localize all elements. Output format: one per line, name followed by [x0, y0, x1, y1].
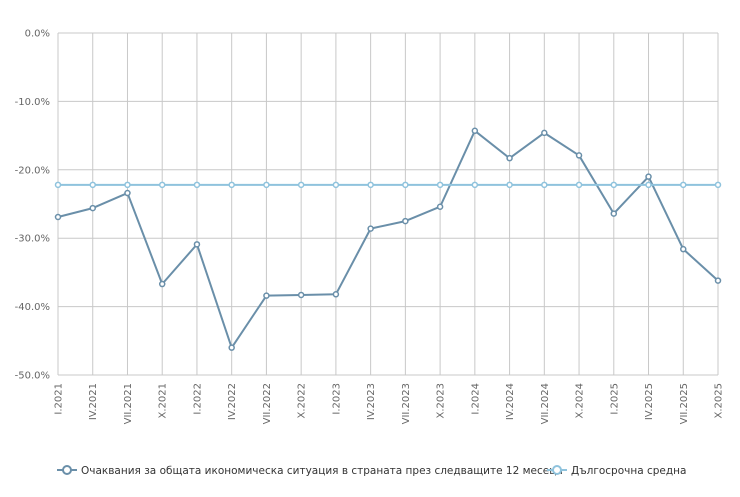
- data-point-expectations[interactable]: [54, 213, 62, 221]
- x-tick-label: IV.2023: [366, 383, 377, 420]
- x-tick-label: VII.2023: [401, 383, 412, 424]
- data-point-expectations[interactable]: [645, 173, 652, 180]
- x-tick-label: IV.2021: [88, 383, 99, 420]
- data-point-long-term-average[interactable]: [680, 181, 687, 189]
- data-point-long-term-average[interactable]: [402, 181, 409, 189]
- data-point-long-term-average[interactable]: [124, 181, 131, 189]
- data-point-long-term-average[interactable]: [332, 181, 340, 189]
- legend-swatch-main-marker: [62, 465, 72, 475]
- data-point-expectations[interactable]: [367, 225, 374, 232]
- x-tick-label: I.2021: [54, 383, 65, 415]
- x-tick-label: VII.2025: [679, 383, 690, 424]
- data-point-long-term-average[interactable]: [228, 181, 235, 189]
- y-tick-label: 0.0%: [25, 29, 50, 40]
- data-point-long-term-average[interactable]: [89, 181, 96, 189]
- data-point-expectations[interactable]: [471, 127, 479, 135]
- y-tick-label: -30.0%: [15, 234, 50, 245]
- data-point-expectations[interactable]: [714, 277, 722, 284]
- series-expectations: [54, 127, 722, 351]
- data-point-long-term-average[interactable]: [610, 181, 618, 189]
- data-point-expectations[interactable]: [228, 344, 235, 351]
- legend-item-main[interactable]: Очаквания за общата икономическа ситуаци…: [57, 465, 563, 477]
- legend-item-longterm[interactable]: Дългосрочна средна: [547, 465, 686, 477]
- data-point-expectations[interactable]: [158, 280, 166, 288]
- series-line-expectations: [57, 129, 719, 349]
- legend-label-main: Очаквания за общата икономическа ситуаци…: [81, 465, 563, 477]
- data-point-long-term-average[interactable]: [54, 181, 62, 189]
- data-point-expectations[interactable]: [193, 241, 201, 248]
- x-tick-label: VII.2022: [262, 383, 273, 424]
- x-tick-label: I.2025: [609, 383, 620, 415]
- data-point-long-term-average[interactable]: [575, 181, 583, 189]
- data-point-expectations[interactable]: [297, 291, 305, 299]
- data-point-long-term-average[interactable]: [193, 181, 201, 189]
- legend-swatch-longterm-marker: [552, 465, 562, 475]
- x-tick-label: I.2024: [470, 383, 481, 415]
- x-tick-label: IV.2024: [505, 383, 516, 420]
- data-point-expectations[interactable]: [506, 154, 513, 162]
- data-point-long-term-average[interactable]: [471, 181, 479, 189]
- x-tick-label: I.2022: [192, 383, 203, 415]
- data-point-long-term-average[interactable]: [541, 181, 548, 189]
- x-tick-label: VII.2024: [540, 383, 551, 424]
- data-point-expectations[interactable]: [436, 203, 444, 210]
- x-tick-label: X.2021: [158, 383, 169, 418]
- x-tick-label: VII.2021: [123, 383, 134, 424]
- data-point-long-term-average[interactable]: [367, 181, 374, 189]
- data-point-long-term-average[interactable]: [714, 181, 722, 189]
- legend-label-longterm: Дългосрочна средна: [571, 465, 686, 477]
- data-point-expectations[interactable]: [680, 245, 687, 253]
- data-point-expectations[interactable]: [575, 152, 583, 159]
- x-tick-label: I.2023: [331, 383, 342, 415]
- y-axis: 0.0% -10.0% -20.0% -30.0% -40.0% -50.0%: [15, 29, 50, 382]
- data-point-expectations[interactable]: [610, 210, 618, 217]
- y-tick-label: -20.0%: [15, 165, 50, 176]
- data-point-expectations[interactable]: [124, 189, 131, 197]
- series-group: [54, 127, 722, 351]
- legend[interactable]: Очаквания за общата икономическа ситуаци…: [57, 465, 686, 477]
- data-point-long-term-average[interactable]: [506, 181, 513, 189]
- data-point-long-term-average[interactable]: [436, 181, 444, 189]
- data-point-long-term-average[interactable]: [158, 181, 166, 189]
- x-axis: I.2021 IV.2021 VII.2021 X.2021 I.2022 IV.2022…: [54, 383, 725, 424]
- y-tick-label: -40.0%: [15, 302, 50, 313]
- x-tick-label: X.2022: [297, 383, 308, 418]
- y-tick-label: -50.0%: [15, 371, 50, 382]
- data-point-long-term-average[interactable]: [263, 181, 270, 189]
- data-point-expectations[interactable]: [332, 291, 340, 298]
- gridlines: [57, 32, 719, 376]
- series-long-term-average: [54, 181, 722, 189]
- data-point-long-term-average[interactable]: [297, 181, 305, 189]
- y-tick-label: -10.0%: [15, 97, 50, 108]
- data-point-expectations[interactable]: [89, 204, 96, 212]
- data-point-long-term-average[interactable]: [645, 181, 652, 189]
- data-point-expectations[interactable]: [263, 292, 270, 299]
- x-tick-label: X.2025: [714, 383, 725, 418]
- x-tick-label: IV.2025: [644, 383, 655, 420]
- x-tick-label: X.2024: [575, 383, 586, 418]
- data-point-expectations[interactable]: [402, 217, 409, 225]
- data-point-expectations[interactable]: [541, 129, 548, 137]
- x-tick-label: IV.2022: [227, 383, 238, 420]
- x-tick-label: X.2023: [436, 383, 447, 418]
